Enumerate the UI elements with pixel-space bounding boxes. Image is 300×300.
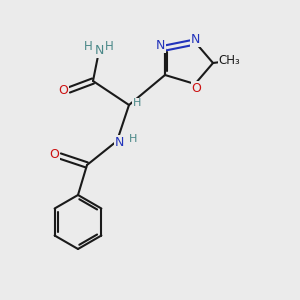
Text: O: O	[58, 83, 68, 97]
Text: O: O	[49, 148, 59, 161]
Text: O: O	[192, 82, 201, 95]
Text: H: H	[128, 134, 137, 145]
Text: CH₃: CH₃	[219, 53, 240, 67]
Text: N: N	[94, 44, 104, 58]
Text: N: N	[115, 136, 124, 149]
Text: H: H	[105, 40, 114, 53]
Text: N: N	[191, 33, 200, 46]
Text: H: H	[84, 40, 93, 53]
Text: H: H	[133, 98, 142, 109]
Text: N: N	[156, 39, 165, 52]
